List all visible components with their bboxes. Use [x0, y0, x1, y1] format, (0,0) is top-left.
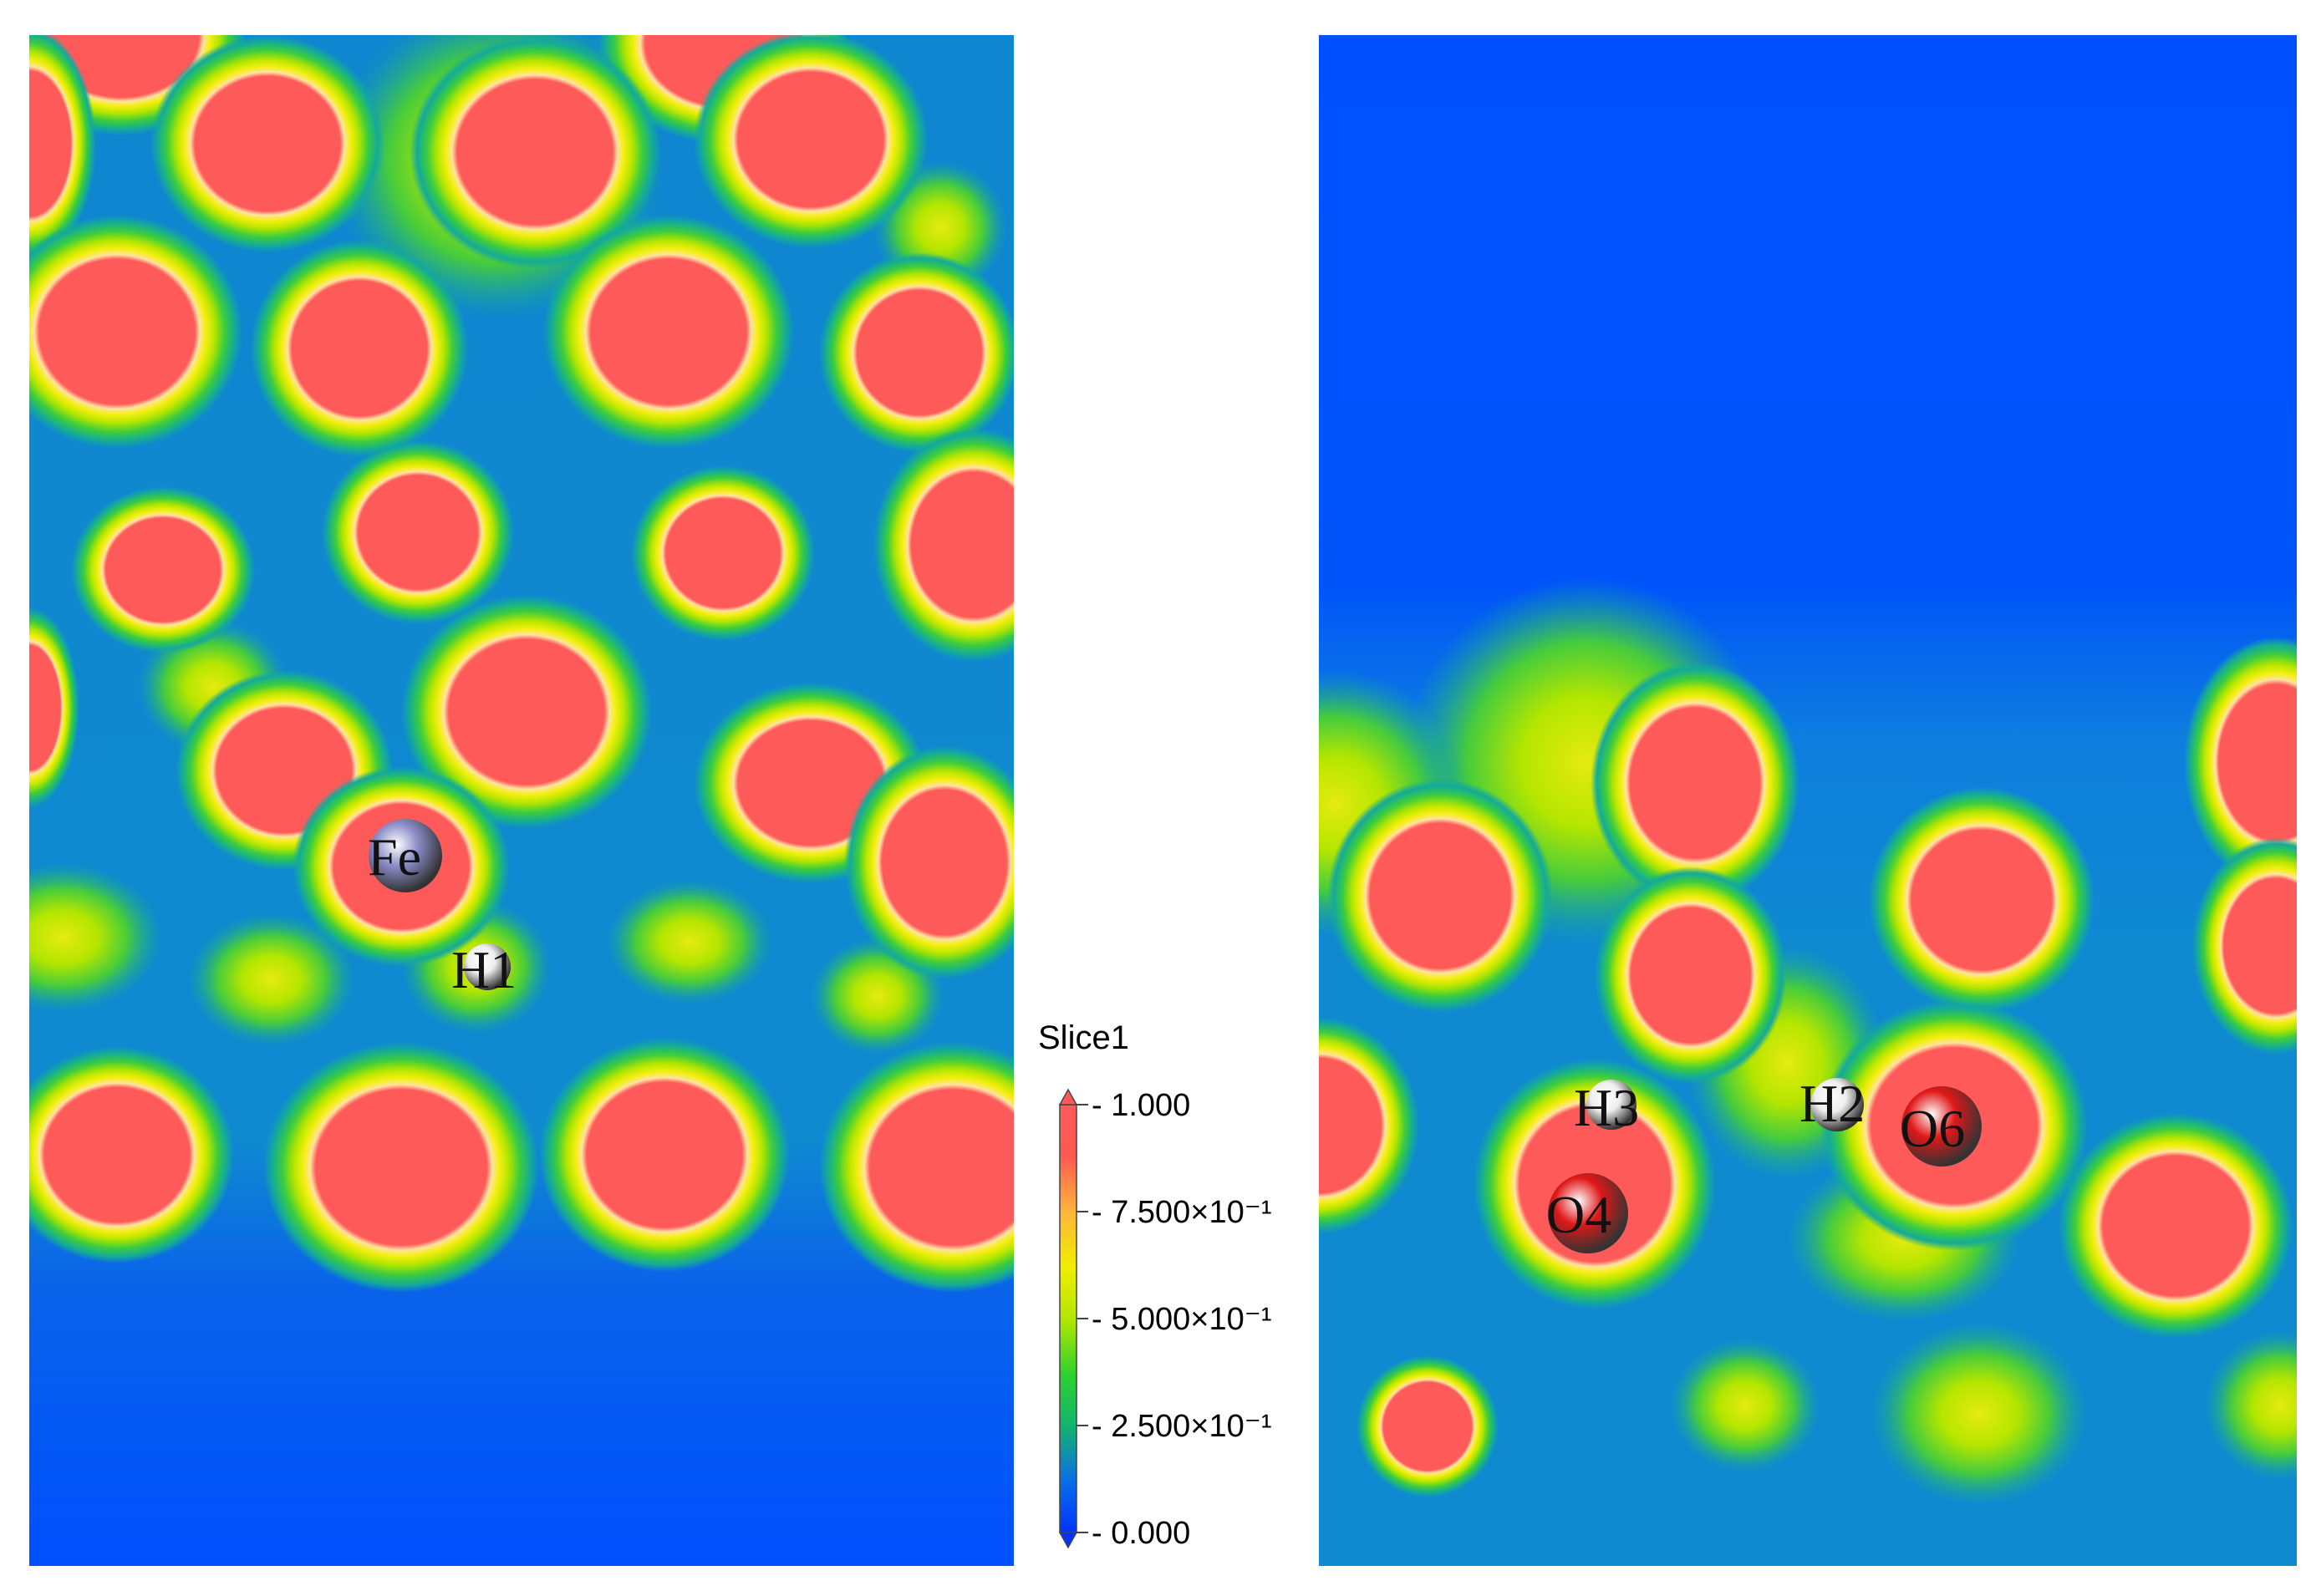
density-halo — [606, 879, 773, 1004]
legend-colorbar: - 1.000 - 7.500×10⁻¹ - 5.000×10⁻¹ - 2.500×1… — [1058, 1088, 1271, 1551]
density-peak — [2184, 637, 2297, 887]
density-peak — [71, 486, 255, 653]
atom-label: H1 — [451, 940, 517, 999]
density-peak — [401, 595, 652, 829]
density-peak — [29, 1046, 234, 1263]
colorbar-bottom-arrow — [1058, 1532, 1078, 1549]
atom-sphere — [1586, 1080, 1636, 1130]
atom-sphere — [464, 943, 511, 990]
density-peak — [29, 607, 79, 808]
density-peak — [410, 35, 660, 269]
legend-tick-label: - 5.000×10⁻¹ — [1092, 1302, 1271, 1337]
density-peak — [539, 1038, 790, 1272]
density-peak — [29, 215, 242, 449]
density-peak — [819, 252, 1014, 453]
legend-tick-label: - 1.000 — [1092, 1088, 1190, 1123]
atom-label: H3 — [1574, 1078, 1639, 1137]
legend-title: Slice1 — [1038, 1019, 1129, 1056]
density-peak — [819, 1042, 1014, 1293]
atom-label: O6 — [1900, 1099, 1965, 1158]
density-peak — [150, 35, 384, 252]
density-halo — [188, 912, 355, 1046]
legend-tick-label: - 2.500×10⁻¹ — [1092, 1409, 1271, 1444]
legend-tick-label: - 0.000 — [1092, 1516, 1190, 1551]
atom-sphere — [1810, 1078, 1864, 1131]
density-peak — [29, 35, 96, 261]
density-peak — [1869, 787, 2094, 1013]
atom-label: O4 — [1546, 1185, 1611, 1244]
right-density-slice: H3 H2 O6 O4 — [1319, 35, 2297, 1566]
density-halo — [1670, 1339, 1820, 1472]
atom-sphere — [1901, 1086, 1982, 1167]
density-halo — [1871, 1322, 2088, 1506]
density-peak — [873, 428, 1014, 662]
density-peak — [1595, 867, 1787, 1084]
density-peak — [1591, 662, 1799, 904]
left-density-slice: Fe H1 — [29, 35, 1014, 1566]
density-peak — [2192, 837, 2297, 1055]
density-halo — [2205, 1330, 2297, 1481]
atom-sphere — [1548, 1173, 1628, 1253]
density-peak — [1356, 1355, 1499, 1497]
colorbar-rect — [1059, 1104, 1077, 1533]
density-peak — [1327, 779, 1553, 1013]
atom-label: Fe — [368, 827, 421, 887]
density-peak — [631, 465, 815, 641]
density-peak — [1319, 1017, 1419, 1234]
density-peak — [694, 35, 928, 248]
density-peak — [2059, 1113, 2293, 1339]
atom-sphere — [369, 819, 442, 892]
density-peak — [322, 440, 514, 624]
right-density-map: H3 H2 O6 O4 — [1319, 35, 2297, 1566]
legend-tick-label: - 7.500×10⁻¹ — [1092, 1195, 1271, 1230]
density-peak — [263, 1042, 539, 1293]
color-legend: - 1.000 - 7.500×10⁻¹ - 5.000×10⁻¹ - 2.500×1… — [1028, 1011, 1312, 1571]
density-halo — [29, 862, 163, 1013]
atom-label: H2 — [1799, 1074, 1865, 1133]
density-peak — [251, 240, 468, 457]
density-peak — [844, 745, 1014, 979]
colorbar-top-arrow — [1058, 1088, 1078, 1106]
left-density-map: Fe H1 — [29, 35, 1014, 1566]
density-peak — [543, 215, 794, 449]
